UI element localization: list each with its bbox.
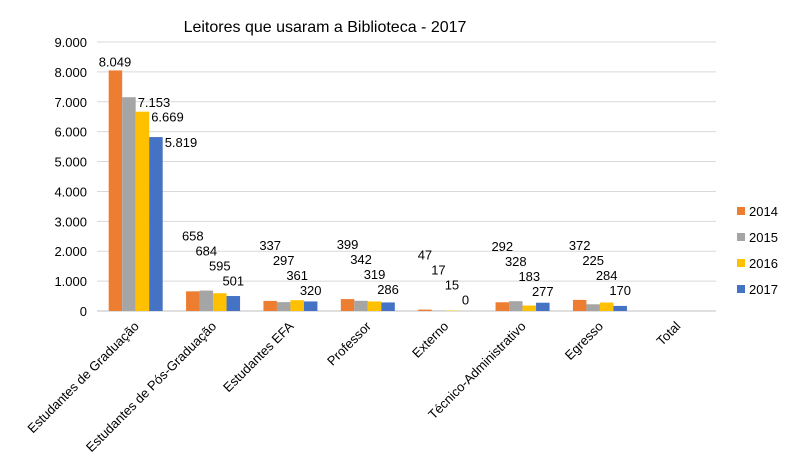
data-label: 501 (222, 274, 244, 289)
bar-2017 (381, 302, 395, 311)
bar-2014 (418, 309, 432, 311)
y-tick-label: 0 (80, 304, 87, 319)
legend-swatch-2016 (737, 259, 745, 267)
y-axis: 0 1.000 2.000 3.000 4.000 5.000 6.000 7.000 8.00… (54, 35, 87, 319)
bar-2014 (572, 299, 587, 311)
y-tick-label: 9.000 (54, 35, 87, 50)
data-label: 372 (569, 238, 591, 253)
data-label: 297 (273, 253, 295, 268)
bar-2016 (290, 300, 304, 311)
data-label: 8.049 (99, 54, 132, 69)
y-tick-label: 1.000 (54, 274, 87, 289)
bar-2014 (263, 300, 277, 311)
data-label: 277 (532, 284, 554, 299)
legend-label: 2014 (749, 204, 778, 219)
data-label: 328 (505, 254, 527, 269)
chart-title: Leitores que usaram a Biblioteca - 2017 (184, 19, 467, 36)
bar-2014 (495, 302, 510, 311)
data-label: 7.153 (138, 95, 171, 110)
bar-2015 (276, 302, 291, 311)
y-tick-label: 2.000 (54, 244, 87, 259)
data-label: 319 (364, 267, 386, 282)
data-label: 15 (445, 278, 459, 293)
data-label: 6.669 (151, 110, 184, 125)
data-label: 337 (259, 238, 281, 253)
data-label: 183 (518, 269, 540, 284)
bars (108, 70, 627, 312)
data-label: 320 (300, 283, 322, 298)
data-label: 292 (491, 239, 513, 254)
bar-2014 (108, 70, 123, 311)
y-tick-label: 5.000 (54, 155, 87, 170)
gridlines (97, 41, 716, 312)
bar-2015 (509, 301, 523, 311)
bar-2016 (135, 111, 150, 312)
bar-2015 (122, 97, 136, 312)
x-tick-label: Estudantes EFA (220, 318, 297, 395)
data-label: 5.819 (165, 135, 198, 150)
legend-swatch-2014 (737, 207, 745, 215)
legend-label: 2017 (749, 282, 778, 297)
bar-2016 (367, 301, 382, 311)
legend-swatch-2017 (737, 285, 745, 293)
x-tick-label: Externo (409, 319, 451, 361)
bar-2017 (613, 305, 627, 311)
y-tick-label: 3.000 (54, 214, 87, 229)
data-label: 225 (582, 253, 604, 268)
data-label: 361 (286, 268, 308, 283)
bar-2016 (213, 293, 227, 311)
x-tick-label: Estudantes de Pós-Graduação (83, 319, 219, 455)
data-label: 286 (377, 282, 399, 297)
data-label: 684 (195, 244, 217, 259)
bar-2017 (536, 302, 550, 311)
legend-label: 2015 (749, 230, 778, 245)
data-label: 170 (609, 283, 631, 298)
bar-2014 (186, 291, 200, 311)
legend: 2014 2015 2016 2017 (737, 204, 778, 297)
data-label: 399 (337, 237, 359, 252)
bar-2017 (226, 296, 241, 311)
data-label: 595 (209, 259, 231, 274)
x-tick-label: Egresso (562, 319, 606, 363)
legend-label: 2016 (749, 256, 778, 271)
x-tick-label: Total (653, 318, 683, 348)
data-label: 342 (350, 252, 372, 267)
bar-2015 (199, 290, 214, 311)
bar-2014 (340, 299, 355, 311)
legend-swatch-2015 (737, 233, 745, 241)
bar-2016 (522, 305, 537, 311)
y-tick-label: 8.000 (54, 65, 87, 80)
data-label: 17 (431, 263, 445, 278)
bar-2017 (303, 301, 318, 311)
data-label: 0 (462, 293, 469, 308)
data-label: 284 (596, 268, 618, 283)
x-tick-label: Professor (324, 318, 374, 368)
y-tick-label: 4.000 (54, 184, 87, 199)
bar-2017 (149, 137, 163, 311)
bar-2016 (599, 302, 614, 311)
bar-2015 (431, 310, 446, 311)
y-tick-label: 7.000 (54, 95, 87, 110)
data-label: 47 (418, 248, 432, 263)
bar-2015 (586, 304, 600, 311)
data-label: 658 (182, 229, 204, 244)
y-tick-label: 6.000 (54, 125, 87, 140)
bar-2015 (354, 300, 368, 311)
